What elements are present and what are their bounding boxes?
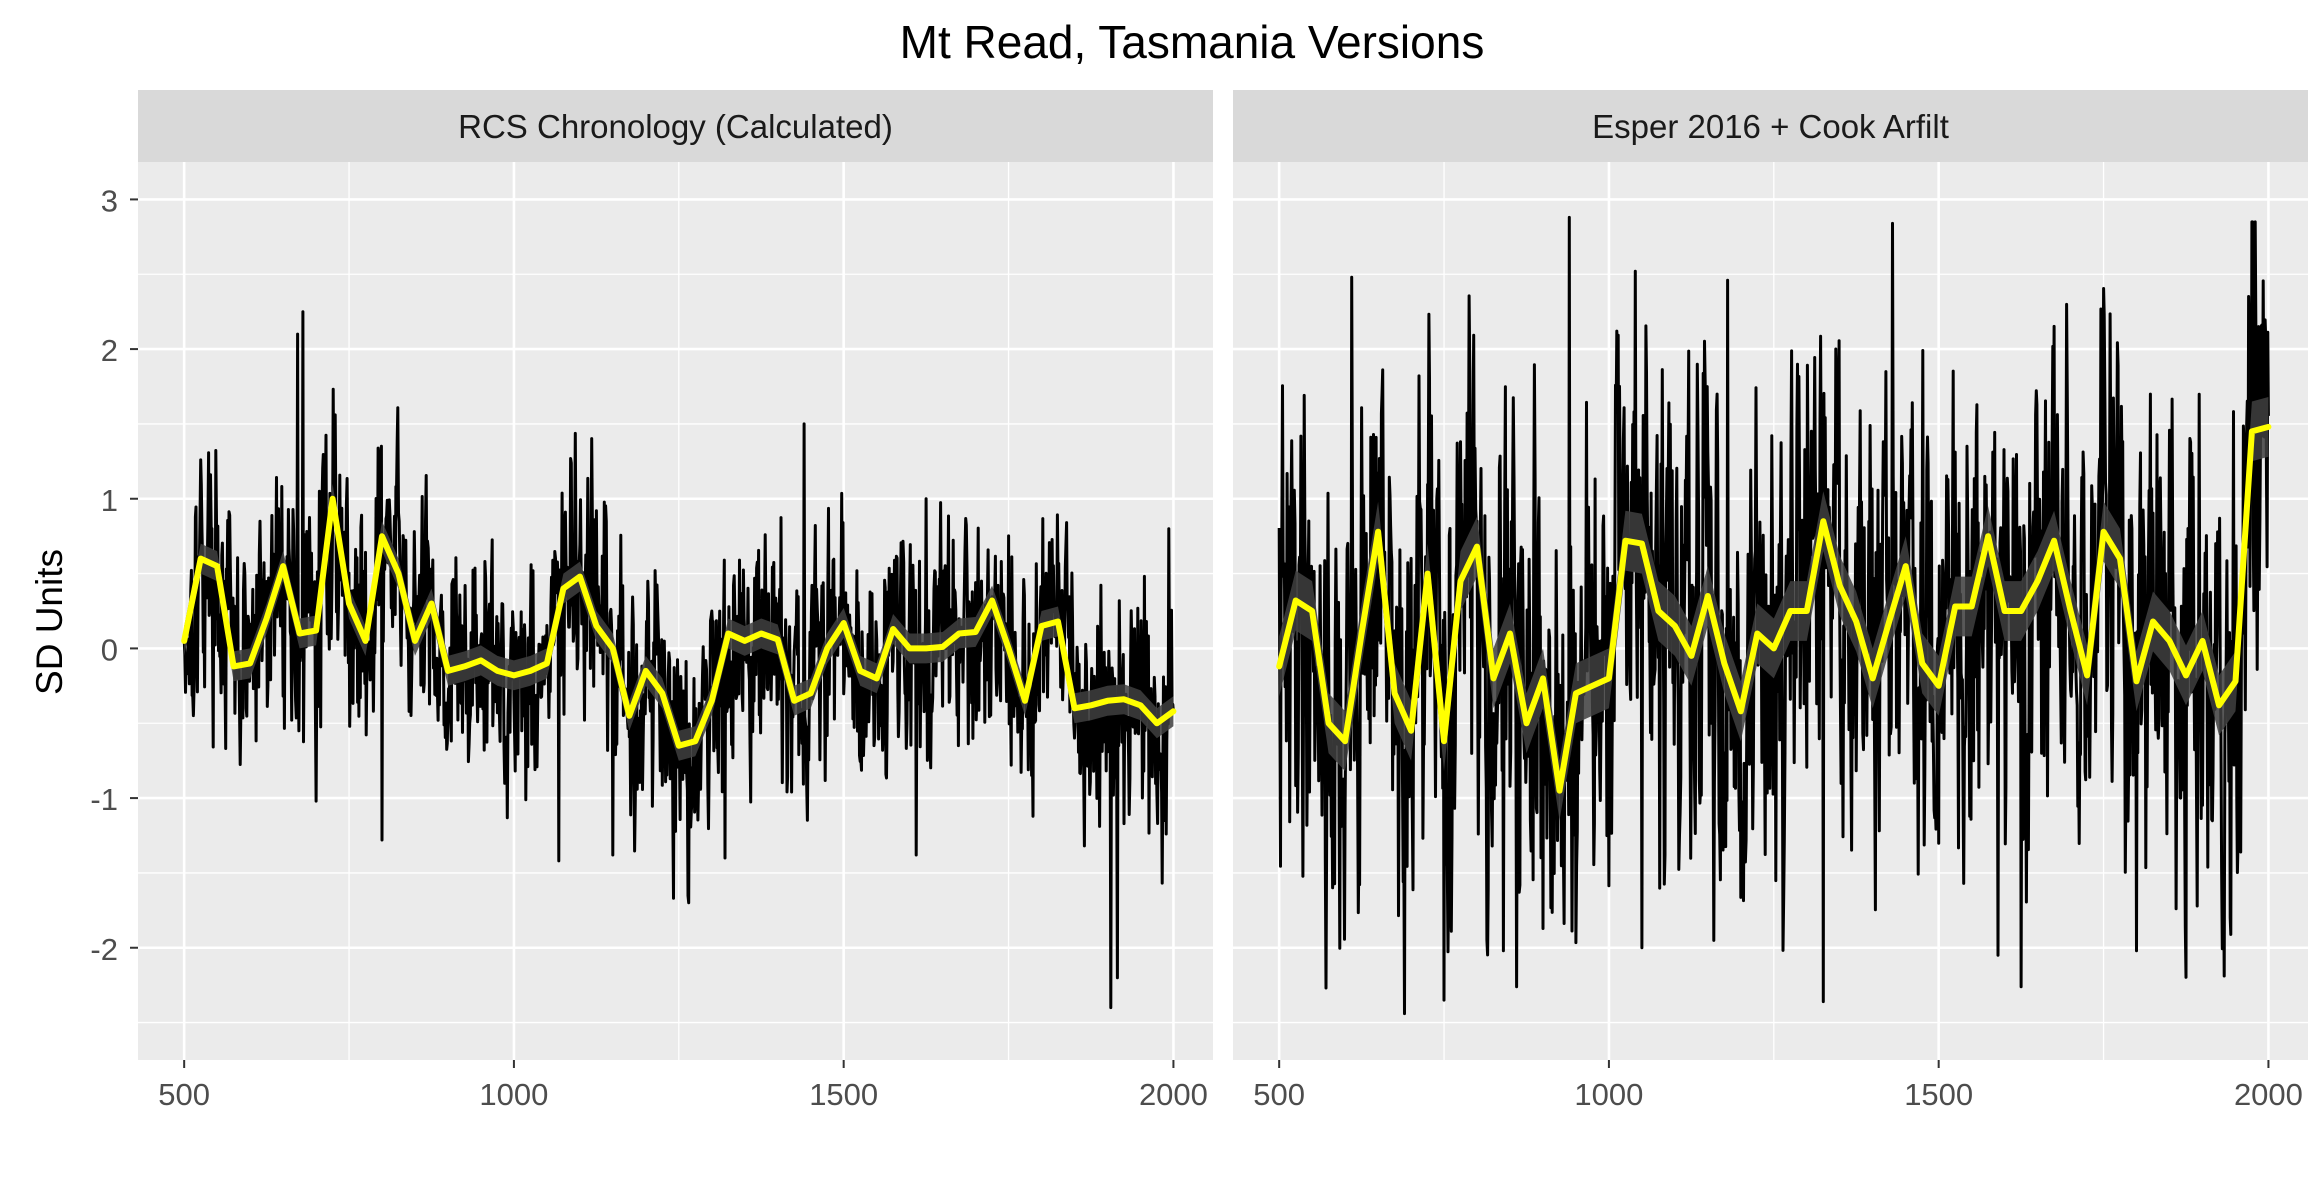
x-tick-label: 1000 [479, 1077, 548, 1112]
smooth-series-line [181, 495, 1177, 749]
x-tick-label: 2000 [2234, 1077, 2303, 1112]
facet-strip-label: RCS Chronology (Calculated) [458, 108, 893, 145]
y-tick-label: 0 [101, 632, 118, 667]
y-tick-label: -2 [90, 932, 118, 967]
smooth-confidence-band [184, 483, 1174, 761]
y-tick-label: -1 [90, 782, 118, 817]
facet-strip-label: Esper 2016 + Cook Arfilt [1592, 108, 1949, 145]
y-axis: -2 -1 0 1 2 3 [90, 183, 138, 967]
y-tick-label: 2 [101, 333, 118, 368]
x-tick-label: 500 [1253, 1077, 1305, 1112]
smooth-series-line [1276, 423, 2272, 794]
x-tick-label: 2000 [1139, 1077, 1208, 1112]
facet-panel-rcs-chronology: RCS Chronology (Calculated) 500 1000 1500 20… [138, 90, 1213, 1112]
x-tick-label: 500 [158, 1077, 210, 1112]
facet-strip [138, 90, 1213, 162]
x-tick-label: 1500 [1904, 1077, 1973, 1112]
chart-title: Mt Read, Tasmania Versions [900, 16, 1485, 68]
raw-series-line [1277, 215, 2270, 1016]
y-tick-label: 1 [101, 483, 118, 518]
facet-strip [1233, 90, 2308, 162]
y-axis-title: SD Units [29, 549, 70, 695]
y-tick-label: 3 [101, 183, 118, 218]
x-tick-label: 1500 [809, 1077, 878, 1112]
facet-panel-esper-cook: Esper 2016 + Cook Arfilt 500 1000 1500 2000 [1233, 90, 2308, 1112]
x-tick-label: 1000 [1574, 1077, 1643, 1112]
